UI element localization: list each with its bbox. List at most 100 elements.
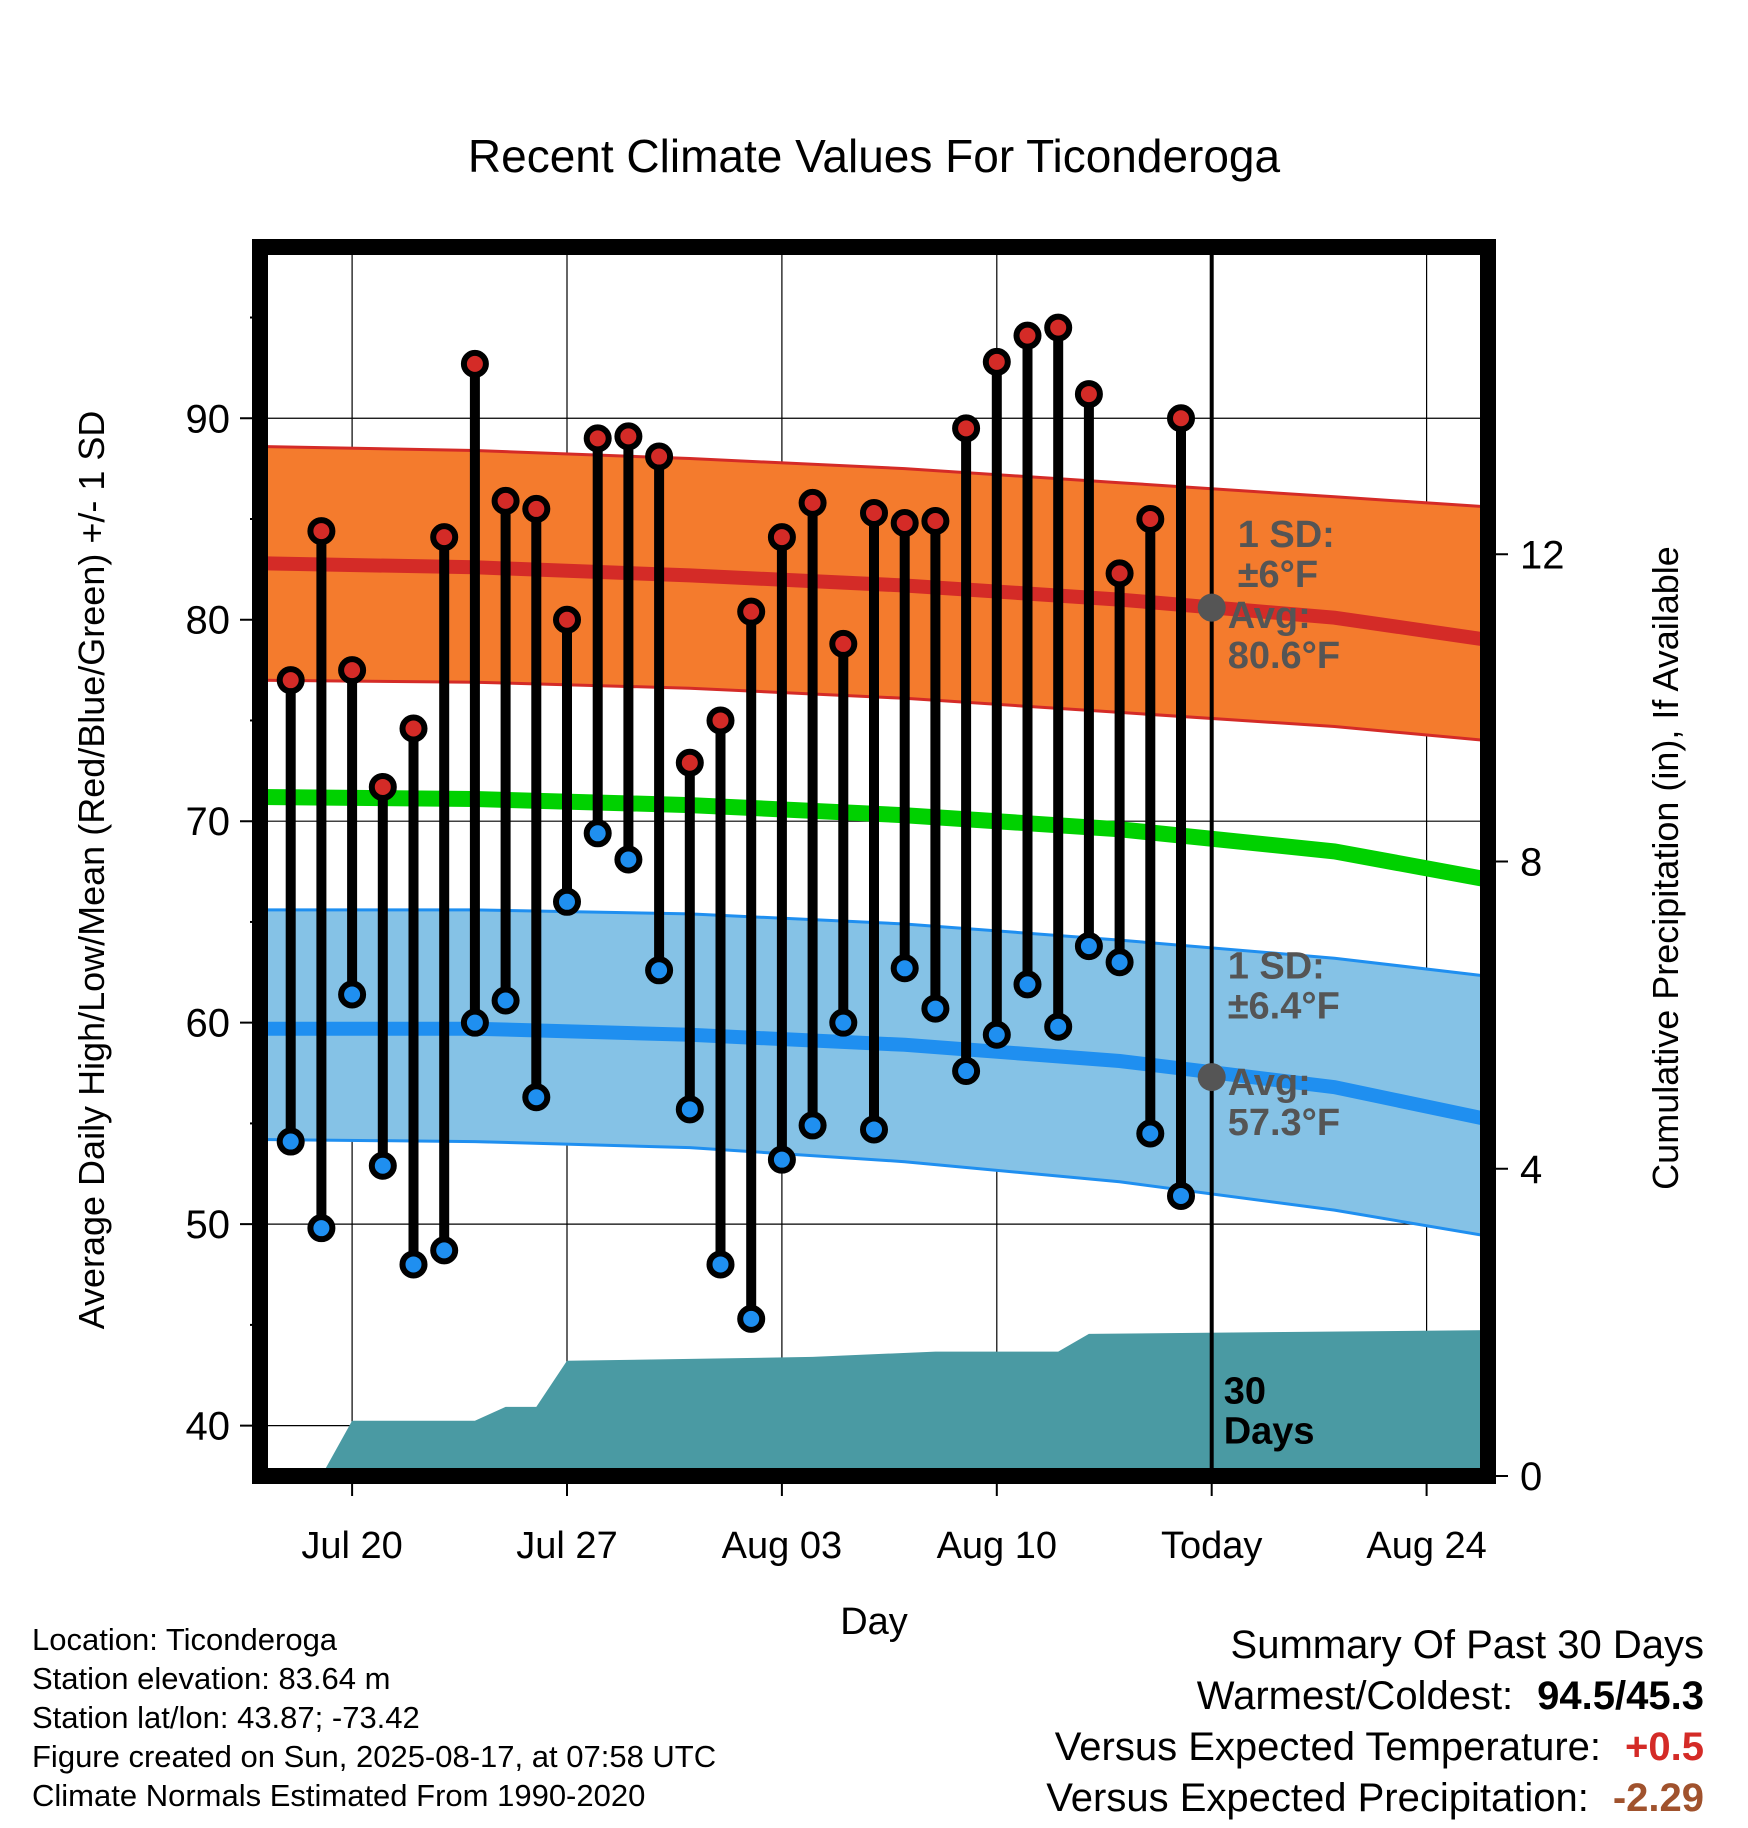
axes: 40 50 60 70 80 90 0 4 8 12 Jul 20 Jul 27 Aug 03 Aug 1… [186,316,1565,1567]
daily-low-point [890,954,919,983]
daily-high-point [460,349,489,378]
daily-low-point [338,980,367,1009]
daily-high-point [368,772,397,801]
daily-high-point [890,509,919,538]
warmest-value: 94.5/45.3 [1537,1674,1704,1718]
daily-low-point [399,1250,428,1279]
daily-high-point [1013,321,1042,350]
low-avg-label-line: 57.3°F [1228,1102,1340,1144]
daily-low-point [645,956,674,985]
daily-high-point [952,414,981,443]
high-avg-label-line: Avg: [1228,595,1311,637]
x-tick-label: Jul 20 [301,1525,402,1567]
daily-high-point [645,442,674,471]
x-tick-label: Aug 24 [1366,1525,1486,1567]
daily-low-point [491,986,520,1015]
x-tick-label: Jul 27 [516,1525,617,1567]
y-tick-label: 50 [186,1203,231,1247]
elevation-text: Station elevation: 83.64 m [32,1661,391,1696]
daily-low-point [921,994,950,1023]
days-label-line: Days [1224,1410,1315,1452]
daily-high-point [399,714,428,743]
chart-title: Recent Climate Values For Ticonderoga [468,130,1281,182]
y-tick-label: 90 [186,397,231,441]
y-tick-label: 60 [186,1002,231,1046]
daily-high-point [307,517,336,546]
daily-high-point [338,656,367,685]
summary-warmest-row: Warmest/Coldest: 94.5/45.3 [1046,1671,1704,1722]
precip-area [260,1330,1488,1476]
warmest-label: Warmest/Coldest: [1196,1674,1514,1718]
daily-low-point [737,1304,766,1333]
daily-low-point [307,1214,336,1243]
daily-low-point [553,887,581,916]
precip-anomaly-label: Versus Expected Precipitation: [1046,1776,1589,1820]
daily-high-point [491,486,520,515]
latlon-text: Station lat/lon: 43.87; -73.42 [32,1700,420,1735]
today-low-avg-dot [1197,1063,1226,1092]
low-sd-label-line: 1 SD: [1228,945,1325,987]
y-tick-label: 70 [186,800,231,844]
daily-high-point [829,629,858,658]
high-avg-label-line: 80.6°F [1228,635,1340,677]
daily-low-point [829,1008,858,1037]
location-text: Location: Ticonderoga [32,1622,338,1657]
daily-high-point [430,523,459,552]
temp-anomaly-value: +0.5 [1625,1725,1704,1769]
daily-low-point [767,1145,796,1174]
low-avg-label: Avg: 57.3°F [1228,1062,1340,1144]
daily-high-point [1074,380,1103,409]
temp-anomaly-label: Versus Expected Temperature: [1054,1725,1602,1769]
low-sd-band-lower-edge [260,1138,1488,1238]
daily-low-point [1074,932,1103,961]
high-sd-label-line: 1 SD: [1238,514,1335,556]
daily-high-point [921,507,950,536]
created-text: Figure created on Sun, 2025-08-17, at 07… [32,1739,717,1774]
x-axis-label: Day [840,1601,908,1643]
daily-high-point [276,666,305,695]
y-tick-label: 40 [186,1405,231,1449]
daily-range-bars [276,313,1195,1333]
daily-high-point [522,494,551,523]
daily-high-point [1167,404,1195,433]
summary-title: Summary Of Past 30 Days [1230,1623,1704,1667]
precip-anomaly-value: -2.29 [1612,1776,1704,1820]
daily-high-point [860,498,888,527]
daily-low-point [1044,1012,1073,1041]
daily-low-point [614,845,643,874]
daily-low-point [276,1127,305,1156]
days-label: 30 Days [1224,1370,1315,1452]
daily-high-point [1044,313,1073,342]
daily-high-point [982,347,1011,376]
today-markers [1197,247,1226,1476]
daily-low-point [860,1115,888,1144]
daily-high-point [767,523,796,552]
daily-low-point [952,1057,981,1086]
daily-low-point [675,1095,704,1124]
daily-low-point [460,1008,489,1037]
x-tick-label: Aug 10 [937,1525,1057,1567]
daily-low-point [368,1151,397,1180]
low-sd-label: 1 SD: ±6.4°F [1228,945,1340,1027]
daily-low-point [1105,948,1134,977]
daily-low-point [1136,1119,1165,1148]
days-label-line: 30 [1224,1370,1266,1412]
y2-tick-label: 8 [1520,841,1542,885]
daily-low-point [1013,970,1042,999]
low-sd-label-line: ±6.4°F [1228,985,1340,1027]
daily-high-point [583,424,612,453]
y2-tick-label: 0 [1520,1455,1542,1499]
daily-high-point [1105,559,1134,588]
daily-low-point [583,819,612,848]
summary-panel: Summary Of Past 30 Days Warmest/Coldest:… [1046,1620,1704,1824]
normals-text: Climate Normals Estimated From 1990-2020 [32,1778,646,1813]
y-tick-label: 80 [186,599,231,643]
daily-high-point [675,748,704,777]
summary-precip-row: Versus Expected Precipitation: -2.29 [1046,1773,1704,1824]
station-info: Location: Ticonderoga Station elevation:… [32,1620,716,1815]
high-sd-label-line: ±6°F [1238,554,1318,596]
daily-low-point [430,1236,459,1265]
daily-high-point [706,706,735,735]
